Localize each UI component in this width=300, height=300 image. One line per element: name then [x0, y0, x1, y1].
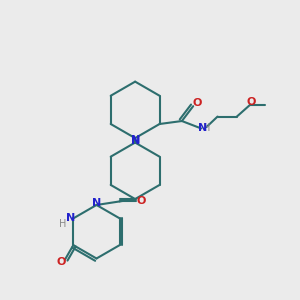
Text: N: N: [130, 136, 140, 146]
Text: O: O: [246, 97, 256, 107]
Text: O: O: [57, 257, 66, 267]
Text: O: O: [137, 196, 146, 206]
Text: N: N: [198, 123, 207, 133]
Text: N: N: [66, 213, 76, 223]
Text: H: H: [203, 123, 211, 133]
Text: H: H: [59, 219, 67, 229]
Text: O: O: [192, 98, 201, 108]
Text: N: N: [92, 199, 102, 208]
Text: N: N: [130, 135, 140, 145]
